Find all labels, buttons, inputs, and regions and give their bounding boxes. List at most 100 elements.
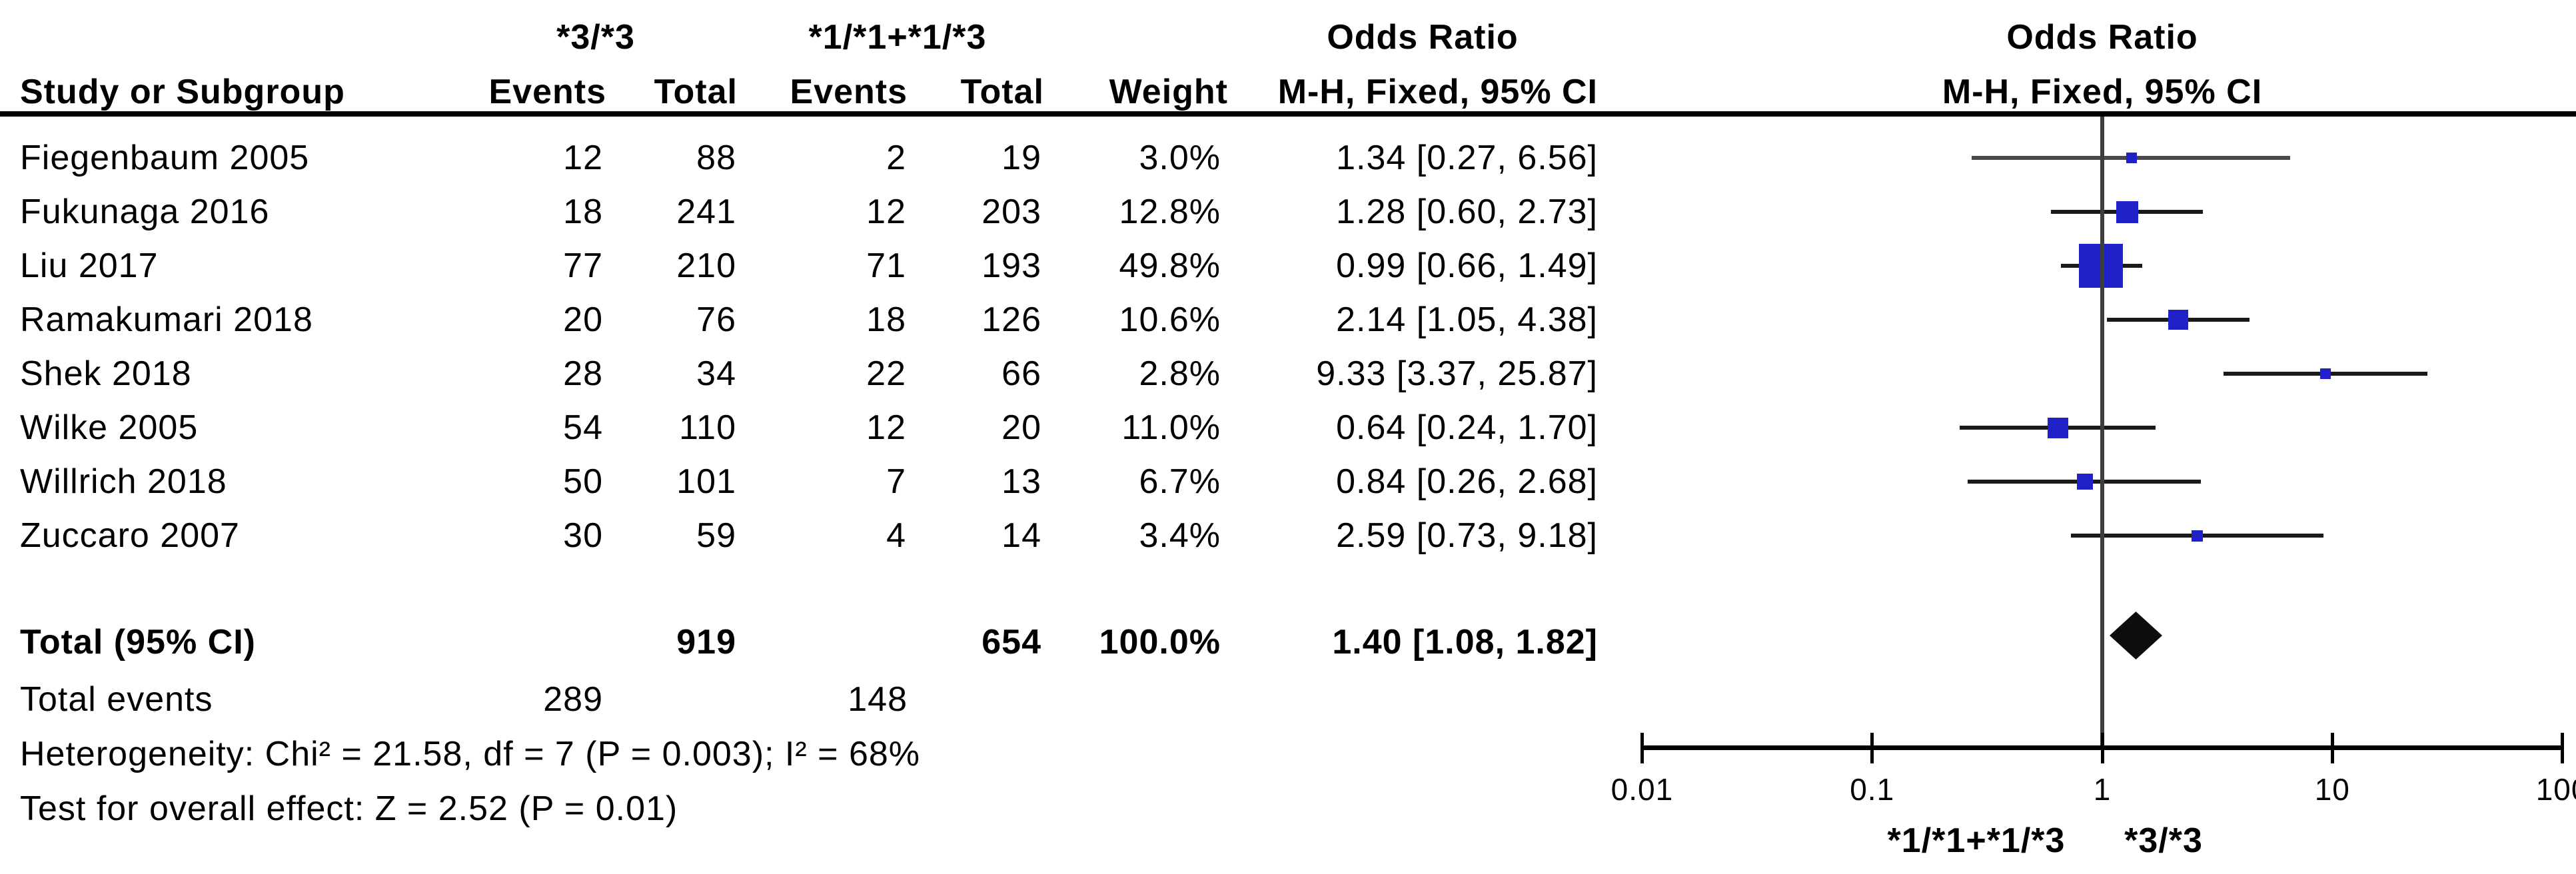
- study-total2-cell: 20: [1001, 408, 1041, 447]
- study-events2-cell: 2: [886, 139, 906, 177]
- or-text-column-title: Odds Ratio: [1327, 18, 1519, 57]
- study-total1-cell: 88: [696, 139, 736, 177]
- study-weight-cell: 2.8%: [1139, 354, 1221, 393]
- study-or-ci-cell: 9.33 [3.37, 25.87]: [1316, 354, 1598, 393]
- study-or-ci-cell: 1.28 [0.60, 2.73]: [1336, 193, 1598, 231]
- study-or-ci-cell: 2.59 [0.73, 9.18]: [1336, 516, 1598, 555]
- total-row-or-ci: 1.40 [1.08, 1.82]: [1332, 623, 1598, 661]
- study-total1-cell: 34: [696, 354, 736, 393]
- total-row-label: Total (95% CI): [20, 623, 256, 661]
- study-or-ci-cell: 1.34 [0.27, 6.56]: [1336, 139, 1598, 177]
- plot-column-subtitle: M-H, Fixed, 95% CI: [1942, 73, 2263, 111]
- group2-header: *1/*1+*1/*3: [808, 18, 987, 57]
- effect-square-marker: [2047, 417, 2068, 438]
- overall-effect-stats: Test for overall effect: Z = 2.52 (P = 0…: [20, 789, 678, 828]
- study-name: Wilke 2005: [20, 408, 199, 447]
- study-name: Ramakumari 2018: [20, 300, 313, 339]
- heterogeneity-stats: Heterogeneity: Chi² = 21.58, df = 7 (P =…: [20, 735, 921, 773]
- axis-tick-label: 10: [2314, 772, 2350, 807]
- axis-tick-mark: [2330, 733, 2334, 763]
- study-events1-cell: 18: [563, 193, 603, 231]
- study-name: Liu 2017: [20, 246, 159, 285]
- study-total2-cell: 14: [1001, 516, 1041, 555]
- study-total1-cell: 241: [676, 193, 736, 231]
- study-total2-cell: 126: [981, 300, 1041, 339]
- axis-tick-mark: [2561, 733, 2565, 763]
- axis-footer-left-label: *1/*1+*1/*3: [1887, 821, 2066, 860]
- or-text-column-subtitle: M-H, Fixed, 95% CI: [1277, 73, 1598, 111]
- study-column-header: Study or Subgroup: [20, 73, 345, 111]
- plot-column-title: Odds Ratio: [2006, 18, 2198, 57]
- axis-tick-label: 100: [2535, 772, 2576, 807]
- study-total1-cell: 110: [679, 408, 736, 447]
- total1-column-header: Total: [654, 73, 738, 111]
- study-name: Fukunaga 2016: [20, 193, 270, 231]
- study-total2-cell: 193: [981, 246, 1041, 285]
- effect-square-marker: [2116, 201, 2138, 223]
- study-or-ci-cell: 2.14 [1.05, 4.38]: [1336, 300, 1598, 339]
- total2-column-header: Total: [960, 73, 1044, 111]
- study-events2-cell: 4: [886, 516, 906, 555]
- axis-tick-label: 1: [2093, 772, 2112, 807]
- study-name: Shek 2018: [20, 354, 192, 393]
- study-total2-cell: 13: [1001, 462, 1041, 501]
- study-weight-cell: 10.6%: [1119, 300, 1221, 339]
- events2-column-header: Events: [790, 73, 908, 111]
- study-total1-cell: 210: [676, 246, 736, 285]
- total-events-label: Total events: [20, 680, 213, 719]
- study-total2-cell: 19: [1001, 139, 1041, 177]
- axis-tick-label: 0.01: [1610, 772, 1674, 807]
- effect-square-marker: [2168, 310, 2189, 330]
- study-weight-cell: 3.4%: [1139, 516, 1221, 555]
- study-events2-cell: 12: [866, 193, 906, 231]
- study-total1-cell: 76: [696, 300, 736, 339]
- total-row-total1: 919: [676, 623, 736, 661]
- study-or-ci-cell: 0.84 [0.26, 2.68]: [1336, 462, 1598, 501]
- axis-tick-mark: [1870, 733, 1874, 763]
- study-name: Zuccaro 2007: [20, 516, 240, 555]
- events1-column-header: Events: [488, 73, 606, 111]
- total-events-group1: 289: [543, 680, 603, 719]
- study-events1-cell: 20: [563, 300, 603, 339]
- group1-header: *3/*3: [556, 18, 635, 57]
- null-effect-line: [2100, 117, 2104, 745]
- study-total2-cell: 203: [981, 193, 1041, 231]
- study-events2-cell: 22: [866, 354, 906, 393]
- study-events2-cell: 7: [886, 462, 906, 501]
- study-events1-cell: 54: [563, 408, 603, 447]
- study-weight-cell: 6.7%: [1139, 462, 1221, 501]
- axis-footer-right-label: *3/*3: [2124, 821, 2203, 860]
- study-name: Fiegenbaum 2005: [20, 139, 310, 177]
- axis-tick-mark: [1640, 733, 1644, 763]
- study-weight-cell: 3.0%: [1139, 139, 1221, 177]
- study-weight-cell: 11.0%: [1121, 408, 1221, 447]
- study-events1-cell: 30: [563, 516, 603, 555]
- study-weight-cell: 12.8%: [1119, 193, 1221, 231]
- study-total1-cell: 59: [696, 516, 736, 555]
- effect-square-marker: [2192, 530, 2204, 542]
- study-events1-cell: 12: [563, 139, 603, 177]
- study-events1-cell: 77: [563, 246, 603, 285]
- axis-tick-label: 0.1: [1850, 772, 1895, 807]
- study-or-ci-cell: 0.99 [0.66, 1.49]: [1336, 246, 1598, 285]
- total-row-weight: 100.0%: [1099, 623, 1221, 661]
- axis-tick-mark: [2100, 733, 2104, 763]
- study-events1-cell: 50: [563, 462, 603, 501]
- study-total2-cell: 66: [1001, 354, 1041, 393]
- total-events-group2: 148: [848, 680, 908, 719]
- study-or-ci-cell: 0.64 [0.24, 1.70]: [1336, 408, 1598, 447]
- weight-column-header: Weight: [1109, 73, 1228, 111]
- study-events1-cell: 28: [563, 354, 603, 393]
- effect-square-marker: [2076, 474, 2093, 490]
- study-events2-cell: 71: [866, 246, 906, 285]
- study-weight-cell: 49.8%: [1119, 246, 1221, 285]
- effect-square-marker: [2126, 153, 2137, 163]
- study-total1-cell: 101: [676, 462, 736, 501]
- total-row-total2: 654: [981, 623, 1041, 661]
- study-name: Willrich 2018: [20, 462, 227, 501]
- study-events2-cell: 18: [866, 300, 906, 339]
- header-divider: [0, 111, 2576, 117]
- study-events2-cell: 12: [866, 408, 906, 447]
